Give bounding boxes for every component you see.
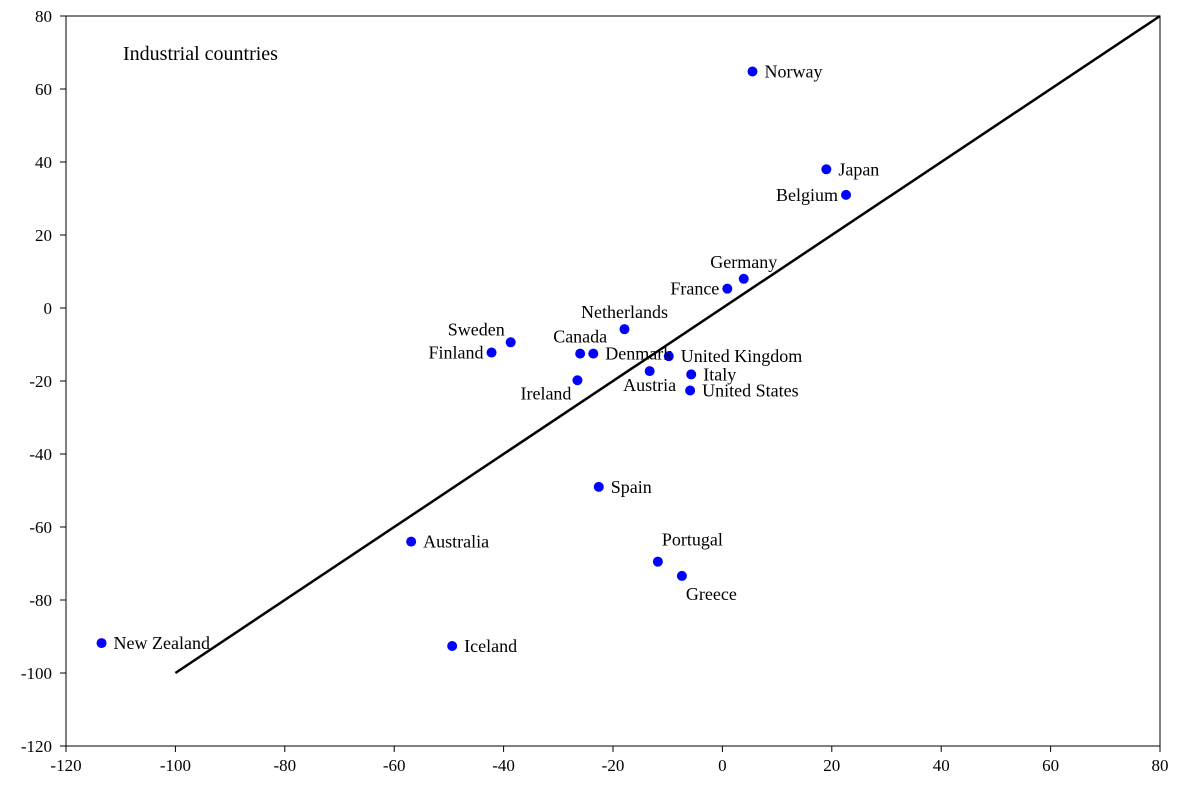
y-tick-label: 0 xyxy=(44,299,53,318)
point-label: United States xyxy=(702,380,799,400)
point-label: Denmark xyxy=(605,344,672,364)
y-tick-label: 80 xyxy=(35,7,52,26)
data-point xyxy=(686,369,697,380)
point-label: Austria xyxy=(623,375,676,395)
point-label: France xyxy=(670,279,719,299)
data-point xyxy=(588,348,599,359)
data-point xyxy=(575,348,586,359)
x-tick-label: 0 xyxy=(718,756,727,775)
point-label: Germany xyxy=(710,252,777,272)
point-label: Japan xyxy=(838,159,879,179)
data-point xyxy=(96,638,107,649)
x-tick-label: -80 xyxy=(273,756,296,775)
data-point xyxy=(663,351,674,362)
x-tick-label: -20 xyxy=(602,756,625,775)
reference-line xyxy=(174,14,1161,675)
x-tick-label: 60 xyxy=(1042,756,1059,775)
data-point xyxy=(676,570,687,581)
point-label: Iceland xyxy=(464,636,517,656)
data-point xyxy=(505,337,516,348)
chart-annotation: Industrial countries xyxy=(123,43,278,65)
x-tick-label: -40 xyxy=(492,756,515,775)
data-point xyxy=(738,273,749,284)
y-tick-label: -60 xyxy=(29,518,52,537)
data-points xyxy=(96,66,852,651)
y-tick-label: 60 xyxy=(35,80,52,99)
point-label: Portugal xyxy=(662,530,723,550)
data-point xyxy=(406,536,417,547)
x-tick-label: -60 xyxy=(383,756,406,775)
point-label: Italy xyxy=(703,364,736,384)
point-label: New Zealand xyxy=(114,633,210,653)
data-point xyxy=(644,366,655,377)
point-label: Norway xyxy=(764,61,822,81)
x-axis: -120 -100 -80 -60 -40 -20 0 20 40 60 80 xyxy=(50,746,1169,775)
point-label: Sweden xyxy=(448,319,505,339)
data-point xyxy=(619,324,630,335)
point-label: Finland xyxy=(429,343,484,363)
y-tick-label: -100 xyxy=(21,664,52,683)
point-label: Spain xyxy=(611,477,652,497)
y-axis: 80 60 40 20 0 -20 -40 -60 -80 -100 -120 xyxy=(21,7,66,756)
x-tick-label: 40 xyxy=(933,756,950,775)
reference-line-layer xyxy=(174,14,1161,675)
data-point xyxy=(747,66,758,77)
point-label: Ireland xyxy=(520,383,571,403)
data-point xyxy=(486,347,497,358)
y-tick-label: 40 xyxy=(35,153,52,172)
point-label: Greece xyxy=(686,584,737,604)
data-point xyxy=(821,164,832,175)
data-point xyxy=(685,385,696,396)
point-label: Netherlands xyxy=(581,302,668,322)
data-point xyxy=(593,481,604,492)
x-tick-label: -120 xyxy=(50,756,81,775)
y-tick-label: 20 xyxy=(35,226,52,245)
y-tick-label: -80 xyxy=(29,591,52,610)
data-point xyxy=(722,283,733,294)
data-point xyxy=(572,375,583,386)
x-tick-label: -100 xyxy=(160,756,191,775)
point-label: United Kingdom xyxy=(681,346,803,366)
y-tick-label: -20 xyxy=(29,372,52,391)
data-point xyxy=(447,640,458,651)
point-label: Australia xyxy=(423,532,489,552)
y-tick-label: -120 xyxy=(21,737,52,756)
x-tick-label: 80 xyxy=(1152,756,1169,775)
y-tick-label: -40 xyxy=(29,445,52,464)
point-label: Belgium xyxy=(776,185,838,205)
data-point xyxy=(652,556,663,567)
point-label: Canada xyxy=(553,327,607,347)
x-tick-label: 20 xyxy=(823,756,840,775)
data-point xyxy=(841,189,852,200)
